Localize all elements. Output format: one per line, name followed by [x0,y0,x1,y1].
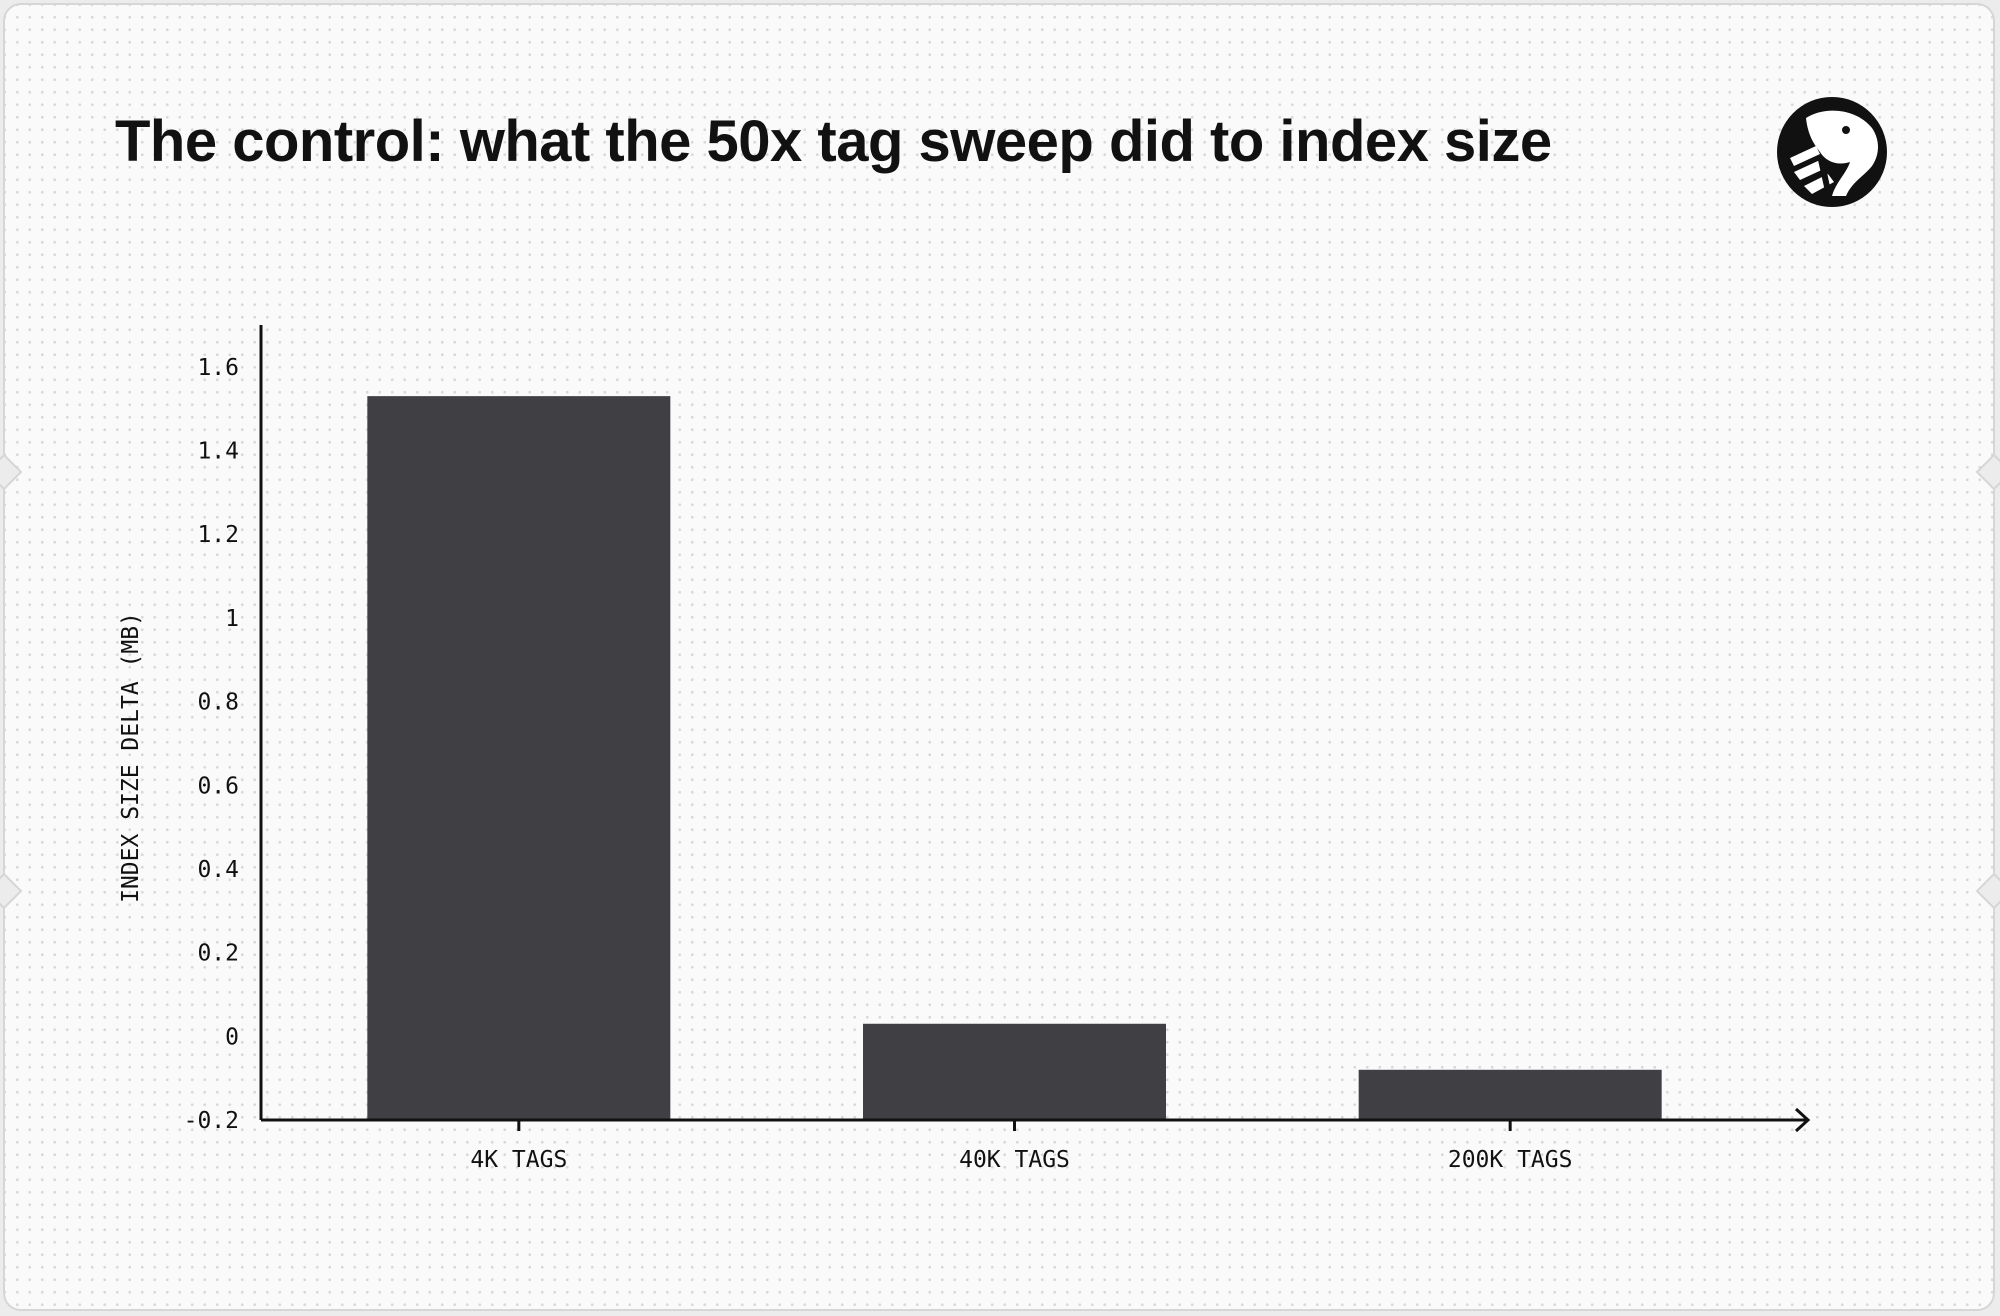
y-tick-label: 1.4 [197,439,239,465]
x-axis-arrow-icon [1794,1107,1811,1133]
y-tick-label: 1.6 [197,355,239,381]
y-tick-label: 0.6 [197,773,239,799]
y-tick-label: 1.2 [197,522,239,548]
y-tick-label: -0.2 [184,1108,239,1134]
y-tick-label: 1 [225,606,239,632]
x-tick-label: 200K TAGS [1448,1147,1573,1173]
bar [367,396,671,1120]
y-axis-label: INDEX SIZE DELTA (MB) [118,612,144,903]
bar-series [367,396,1662,1120]
y-tick-label: 0.2 [197,941,239,967]
y-tick-label: 0.4 [197,857,239,883]
dog-head-logo-icon [1777,97,1887,207]
bar [863,1023,1166,1120]
x-axis-ticks: 4K TAGS 40K TAGS 200K TAGS [470,1120,1572,1173]
chart-card [0,3,2000,1311]
x-tick-label: 40K TAGS [959,1147,1070,1173]
y-axis-ticks: -0.2 0 0.2 0.4 0.6 0.8 1 1.2 1.4 1.6 [184,355,239,1134]
y-tick-label: 0.8 [197,690,239,716]
chart-title: The control: what the 50x tag sweep did … [115,109,1552,174]
x-tick-label: 4K TAGS [470,1147,567,1173]
bar [1358,1069,1662,1120]
y-tick-label: 0 [225,1024,239,1050]
